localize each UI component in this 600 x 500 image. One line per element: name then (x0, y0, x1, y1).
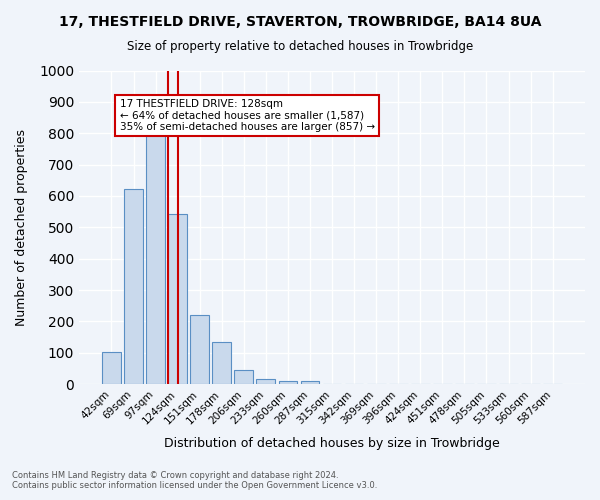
Text: 17, THESTFIELD DRIVE, STAVERTON, TROWBRIDGE, BA14 8UA: 17, THESTFIELD DRIVE, STAVERTON, TROWBRI… (59, 15, 541, 29)
Bar (256, 378, 275, 384)
Bar (146, 136, 165, 384)
Bar (278, 380, 298, 384)
Text: Size of property relative to detached houses in Trowbridge: Size of property relative to detached ho… (127, 40, 473, 53)
Bar (102, 352, 121, 384)
Bar (124, 189, 143, 384)
Y-axis label: Number of detached properties: Number of detached properties (15, 129, 28, 326)
Bar (190, 314, 209, 384)
Text: Contains HM Land Registry data © Crown copyright and database right 2024.
Contai: Contains HM Land Registry data © Crown c… (12, 470, 377, 490)
Bar (301, 382, 319, 384)
Text: 17 THESTFIELD DRIVE: 128sqm
← 64% of detached houses are smaller (1,587)
35% of : 17 THESTFIELD DRIVE: 128sqm ← 64% of det… (119, 98, 374, 132)
X-axis label: Distribution of detached houses by size in Trowbridge: Distribution of detached houses by size … (164, 437, 500, 450)
Bar (235, 370, 253, 384)
Bar (212, 342, 231, 384)
Bar (168, 214, 187, 384)
